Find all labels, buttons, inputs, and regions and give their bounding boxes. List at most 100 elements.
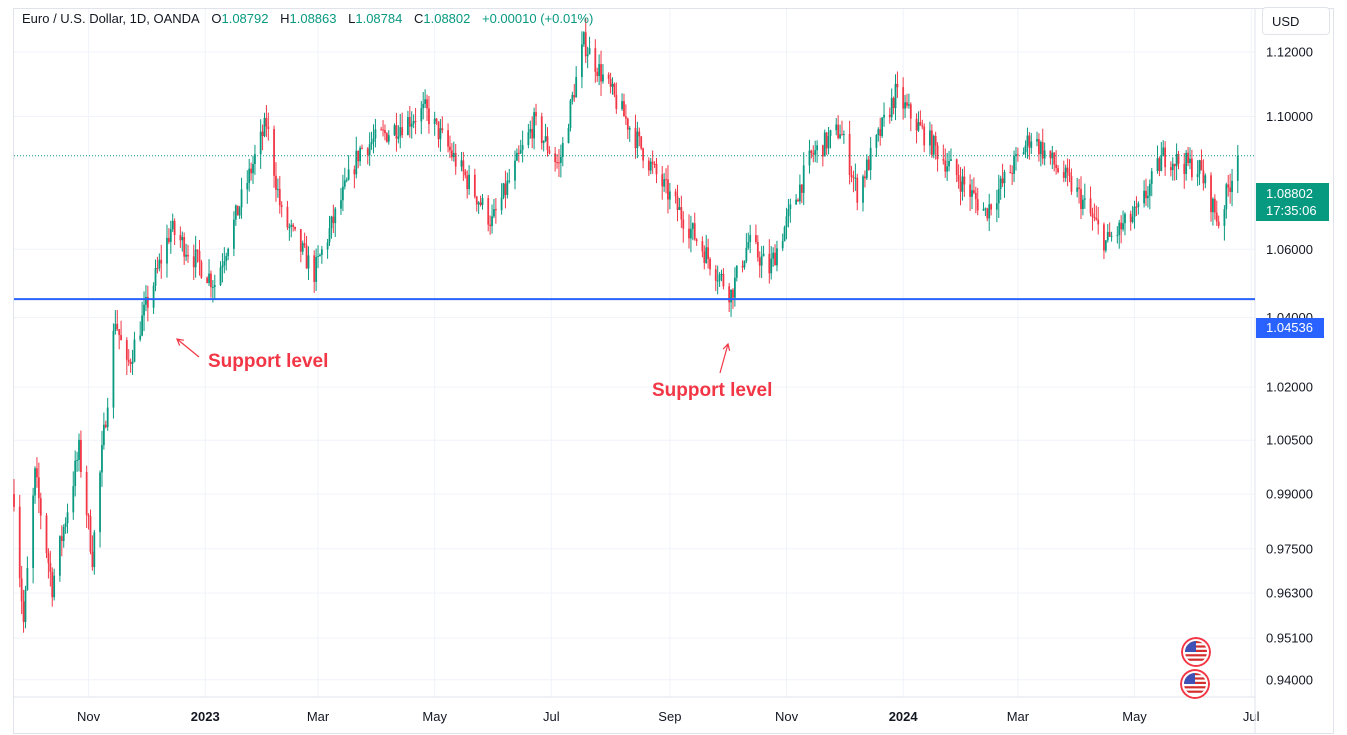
candle-body — [1028, 135, 1031, 148]
candle-body — [62, 526, 65, 541]
candle-body — [487, 198, 490, 225]
candle-body — [963, 176, 966, 185]
candle-body — [143, 304, 145, 316]
candle-body — [183, 237, 186, 257]
candle-body — [449, 146, 451, 151]
candle-body — [1106, 232, 1109, 241]
candle-body — [682, 219, 685, 229]
candle-body — [1120, 222, 1123, 230]
candle-body — [1110, 235, 1113, 237]
candle-body — [133, 339, 136, 362]
candle-body — [990, 204, 993, 210]
candle-body — [428, 108, 430, 125]
x-axis-tick-label: Sep — [658, 709, 681, 724]
high-value: 1.08863 — [289, 11, 337, 26]
candle-body — [961, 176, 964, 192]
candle-body — [185, 254, 187, 257]
candle-body — [839, 134, 841, 139]
candle-body — [638, 131, 641, 137]
candle-body — [588, 48, 591, 55]
candle-body — [581, 44, 583, 78]
candle-body — [99, 472, 101, 533]
candle-body — [145, 296, 147, 305]
candle-body — [542, 140, 545, 144]
x-axis-tick-label: Mar — [1007, 709, 1030, 724]
candle-body — [500, 197, 503, 211]
candle-body — [13, 494, 15, 507]
candle-body — [1156, 158, 1159, 172]
candle-body — [437, 121, 440, 140]
candle-body — [80, 439, 82, 473]
symbol-name[interactable]: Euro / U.S. Dollar, 1D, OANDA — [22, 11, 200, 26]
candle-body — [187, 254, 189, 257]
candle-body — [504, 183, 507, 195]
candle-body — [361, 147, 363, 149]
candle-body — [718, 274, 721, 281]
candle-body — [921, 125, 924, 127]
currency-button[interactable]: USD — [1262, 7, 1330, 35]
candle-body — [232, 219, 235, 249]
support-level-annotation[interactable]: Support level — [208, 351, 329, 372]
candle-body — [902, 87, 905, 109]
candle-body — [720, 274, 723, 276]
us-flag-icon[interactable] — [1181, 637, 1211, 667]
candle-body — [93, 532, 96, 568]
candle-body — [213, 285, 216, 287]
candle-body — [628, 127, 631, 130]
x-axis-tick-label: Jul — [1243, 709, 1260, 724]
candle-body — [156, 268, 159, 270]
candle-body — [1104, 240, 1107, 251]
candle-body — [995, 203, 998, 210]
candle-body — [1229, 187, 1232, 192]
candle-body — [412, 121, 415, 124]
y-axis-tick-label: 1.06000 — [1266, 242, 1313, 257]
candle-body — [730, 289, 732, 303]
candle-body — [741, 265, 744, 268]
candle-body — [722, 274, 725, 287]
candle-body — [313, 255, 316, 282]
candle-body — [667, 179, 669, 200]
candle-body — [49, 562, 52, 572]
annotation-arrow-head — [722, 342, 731, 351]
candle-body — [328, 228, 331, 243]
x-axis-tick-label: 2023 — [191, 709, 220, 724]
candle-body — [332, 216, 335, 224]
candle-body — [623, 101, 625, 117]
candle-body — [988, 204, 991, 219]
candle-body — [479, 202, 482, 206]
low-value: 1.08784 — [355, 11, 403, 26]
candle-body — [18, 506, 21, 579]
candle-body — [663, 179, 666, 187]
candle-body — [655, 163, 658, 175]
candle-body — [732, 289, 734, 298]
candle-body — [959, 181, 962, 192]
candle-body — [707, 247, 710, 259]
candle-body — [1190, 158, 1193, 178]
candle-body — [1011, 172, 1014, 174]
candle-body — [129, 361, 132, 364]
us-flag-icon[interactable] — [1180, 669, 1210, 699]
x-axis-tick-label: Nov — [775, 709, 799, 724]
candle-body — [514, 160, 516, 181]
candle-body — [797, 199, 799, 202]
candle-body — [47, 553, 50, 563]
candle-body — [493, 209, 495, 217]
close-value: 1.08802 — [423, 11, 471, 26]
candle-body — [558, 162, 560, 164]
candle-body — [573, 94, 576, 98]
support-level-annotation[interactable]: Support level — [652, 380, 773, 401]
y-axis-tick-label: 1.00500 — [1266, 433, 1313, 448]
candle-body — [678, 207, 681, 210]
candle-body — [452, 153, 455, 158]
candle-body — [969, 184, 971, 197]
candle-body — [621, 101, 623, 109]
candle-body — [986, 208, 989, 219]
candle-body — [1053, 152, 1056, 165]
candle-body — [357, 150, 360, 162]
change-value: +0.00010 (+0.01%) — [482, 11, 594, 26]
candle-body — [407, 117, 409, 135]
candle-body — [219, 267, 222, 286]
candle-body — [292, 224, 295, 227]
